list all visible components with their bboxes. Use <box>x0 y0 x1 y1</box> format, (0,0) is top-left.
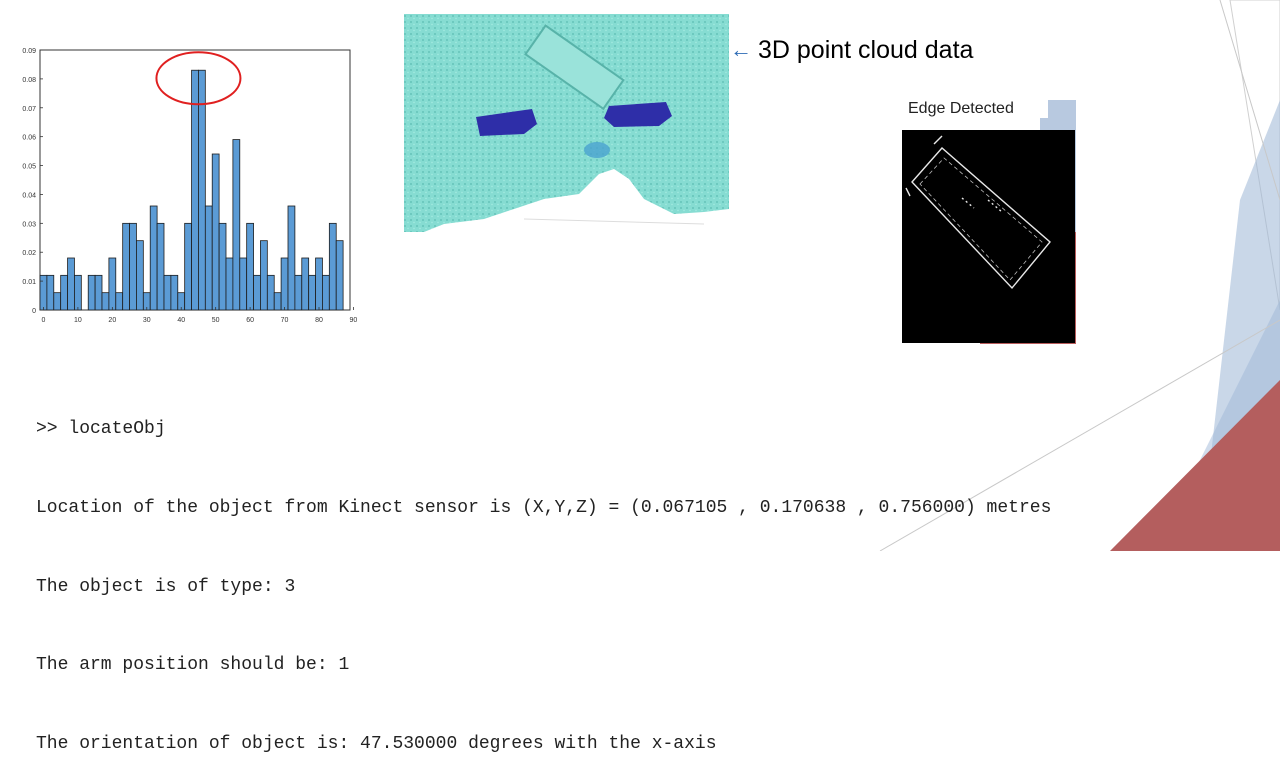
histogram-bar <box>67 257 75 311</box>
deco-line <box>1219 0 1280 201</box>
histogram-bar <box>322 274 330 311</box>
histogram-bar <box>136 240 144 311</box>
histogram-bar <box>74 274 82 311</box>
point-cloud-label: 3D point cloud data <box>758 35 974 64</box>
slide-decoration <box>879 0 1280 551</box>
histogram-bar <box>232 139 241 311</box>
histogram-bar <box>115 292 124 311</box>
histogram-bar <box>260 240 268 311</box>
y-tick-label: 0.09 <box>22 48 36 55</box>
x-tick-label: 0 <box>41 317 45 324</box>
y-tick-label: 0.03 <box>22 221 36 228</box>
y-tick-label: 0.05 <box>22 164 36 171</box>
y-tick-label: 0.04 <box>22 192 36 199</box>
histogram-bar <box>198 69 206 311</box>
histogram-bar <box>46 274 55 311</box>
y-tick-label: 0.08 <box>22 77 36 84</box>
arrow-left-icon: ← <box>730 37 752 62</box>
histogram-bar <box>315 257 323 311</box>
cloud-blob-center <box>584 142 610 158</box>
histogram-bar <box>253 274 261 311</box>
histogram-bar <box>87 274 96 311</box>
histogram-bar <box>328 222 337 311</box>
x-tick-label: 30 <box>143 317 151 324</box>
console-line: Location of the object from Kinect senso… <box>36 498 1052 518</box>
y-tick-label: 0 <box>32 308 36 315</box>
histogram-bar <box>225 257 234 311</box>
histogram-bar <box>184 222 192 311</box>
histogram-bar <box>156 222 165 311</box>
histogram-bar <box>280 257 289 311</box>
y-tick-label: 0.01 <box>22 279 36 286</box>
histogram-bar <box>129 222 137 311</box>
histogram-bar <box>239 257 248 311</box>
histogram-bar <box>122 222 130 311</box>
deco-red-triangle <box>1110 380 1280 551</box>
histogram-bar <box>301 257 310 311</box>
console-line: The object is of type: 3 <box>36 576 296 597</box>
cloud-axis <box>523 218 705 225</box>
histogram-bar <box>266 274 275 311</box>
histogram-bar <box>287 205 296 311</box>
cloud-object <box>524 24 625 111</box>
console-line: The orientation of object is: 47.530000 … <box>36 733 717 754</box>
orientation-histogram: 0 0.01 0.02 0.03 0.04 0.05 0.06 0.07 0.08 0.09 0 10… <box>22 48 358 324</box>
x-tick-label: 50 <box>212 317 220 324</box>
histogram-bar <box>170 274 179 311</box>
histogram-bar <box>53 292 62 311</box>
matlab-console-output: >> locateObj Location of the object from… <box>36 364 1276 783</box>
x-tick-label: 60 <box>246 317 254 324</box>
cloud-blob-left <box>476 109 537 136</box>
histogram-bar <box>246 222 254 311</box>
console-line: >> locateObj <box>36 419 166 440</box>
histogram-bar <box>204 205 213 311</box>
console-line: The arm position should be: 1 <box>36 655 350 676</box>
x-tick-label: 40 <box>177 317 185 324</box>
histogram-bar <box>60 274 68 311</box>
x-tick-label: 10 <box>74 317 82 324</box>
histogram-bar <box>163 274 172 311</box>
y-tick-label: 0.02 <box>22 250 36 257</box>
y-tick-label: 0.07 <box>22 106 36 113</box>
x-tick-label: 80 <box>315 317 323 324</box>
edge-detected-image <box>902 130 1075 343</box>
histogram-bar <box>108 257 117 311</box>
deco-line-diagonal <box>879 319 1280 551</box>
cloud-surface <box>404 14 729 232</box>
point-cloud-caption: ← 3D point cloud data <box>730 30 973 70</box>
histogram-bar <box>273 292 282 311</box>
histogram-bar <box>308 274 316 311</box>
histogram-bar <box>149 205 158 311</box>
histogram-bar <box>294 274 303 311</box>
edge-detected-title: Edge Detected <box>904 100 1048 118</box>
point-cloud-image <box>404 14 729 232</box>
histogram-bar <box>218 222 227 311</box>
histogram-bar <box>191 69 199 311</box>
histogram-bar <box>94 274 103 311</box>
peak-highlight-circle <box>155 51 242 106</box>
x-tick-label: 90 <box>350 317 358 324</box>
x-tick-label: 20 <box>108 317 116 324</box>
y-tick-label: 0.06 <box>22 135 36 142</box>
histogram-bar <box>39 274 48 311</box>
histogram-bar <box>335 240 344 311</box>
cloud-blob-right <box>604 102 672 127</box>
histogram-bar <box>211 153 220 311</box>
x-tick-label: 70 <box>281 317 289 324</box>
histogram-bar <box>101 292 110 311</box>
